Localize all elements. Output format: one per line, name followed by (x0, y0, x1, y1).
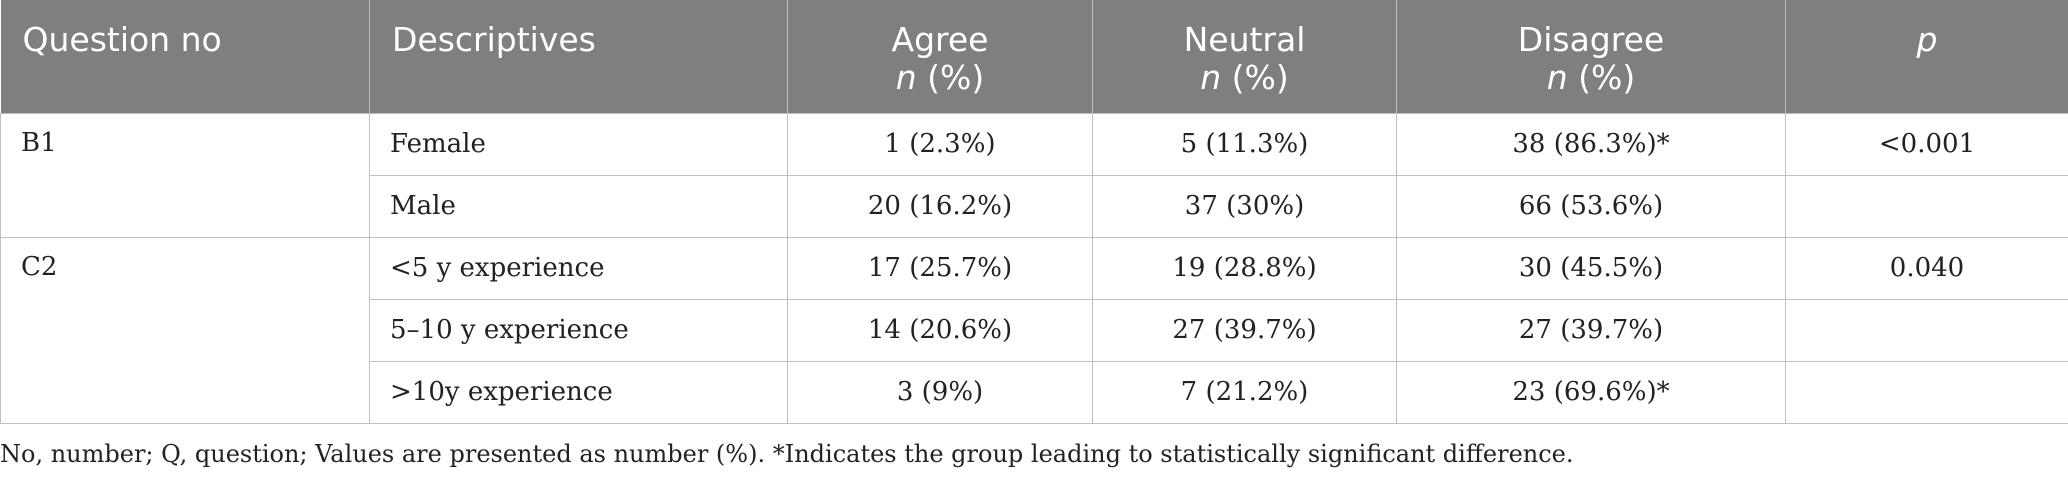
neutral-cell: 7 (21.2%) (1092, 361, 1397, 424)
table-row: 5–10 y experience 14 (20.6%) 27 (39.7%) … (1, 299, 2068, 362)
agree-cell: 1 (2.3%) (787, 113, 1093, 176)
p-value-cell (1785, 175, 2068, 238)
p-value-cell (1785, 361, 2068, 424)
table-footnote: No, number; Q, question; Values are pres… (0, 440, 1574, 468)
p-value-cell: <0.001 (1785, 113, 2068, 176)
neutral-cell: 37 (30%) (1092, 175, 1397, 238)
disagree-cell: 23 (69.6%)* (1396, 361, 1786, 424)
agree-cell: 17 (25.7%) (787, 237, 1093, 300)
descriptive-cell: 5–10 y experience (369, 299, 788, 362)
header-agree-unit: n (%) (810, 59, 1070, 97)
header-row: Question no Descriptives Agree n (%) Neu… (0, 0, 2068, 114)
header-disagree: Disagree n (%) (1396, 0, 1786, 114)
descriptive-cell: Female (369, 113, 788, 176)
header-p: p (1785, 0, 2068, 114)
header-neutral-unit: n (%) (1115, 59, 1374, 97)
p-value-cell: 0.040 (1785, 237, 2068, 300)
header-neutral-label: Neutral (1183, 20, 1306, 59)
header-neutral-pct: (%) (1231, 58, 1289, 97)
header-agree: Agree n (%) (787, 0, 1093, 114)
descriptive-cell: Male (369, 175, 788, 238)
disagree-cell: 38 (86.3%)* (1396, 113, 1786, 176)
header-agree-label: Agree (891, 20, 989, 59)
header-agree-n: n (895, 58, 917, 97)
table-row: >10y experience 3 (9%) 7 (21.2%) 23 (69.… (1, 361, 2068, 424)
disagree-cell: 66 (53.6%) (1396, 175, 1786, 238)
agree-cell: 14 (20.6%) (787, 299, 1093, 362)
descriptive-cell: >10y experience (369, 361, 788, 424)
header-neutral: Neutral n (%) (1092, 0, 1397, 114)
header-descriptives: Descriptives (369, 0, 788, 114)
header-disagree-pct: (%) (1578, 58, 1636, 97)
question-cell-c2: C2 (0, 237, 370, 424)
header-question-no: Question no (0, 0, 370, 114)
header-disagree-unit: n (%) (1419, 59, 1763, 97)
table-row: Male 20 (16.2%) 37 (30%) 66 (53.6%) (1, 175, 2068, 238)
results-table: Question no Descriptives Agree n (%) Neu… (0, 0, 2068, 424)
header-neutral-n: n (1200, 58, 1222, 97)
p-value-cell (1785, 299, 2068, 362)
table-body: B1 Female 1 (2.3%) 5 (11.3%) 38 (86.3%)*… (0, 113, 2068, 424)
header-disagree-label: Disagree (1517, 20, 1665, 59)
neutral-cell: 27 (39.7%) (1092, 299, 1397, 362)
neutral-cell: 5 (11.3%) (1092, 113, 1397, 176)
agree-cell: 3 (9%) (787, 361, 1093, 424)
table-row: B1 Female 1 (2.3%) 5 (11.3%) 38 (86.3%)*… (0, 113, 2068, 238)
question-cell-b1: B1 (0, 113, 370, 238)
neutral-cell: 19 (28.8%) (1092, 237, 1397, 300)
header-disagree-n: n (1546, 58, 1568, 97)
results-table-container: Question no Descriptives Agree n (%) Neu… (0, 0, 2068, 424)
header-agree-pct: (%) (927, 58, 985, 97)
disagree-cell: 27 (39.7%) (1396, 299, 1786, 362)
table-row: C2 <5 y experience 17 (25.7%) 19 (28.8%)… (0, 237, 2068, 424)
table-header: Question no Descriptives Agree n (%) Neu… (0, 0, 2068, 114)
header-p-label: p (1916, 20, 1938, 59)
descriptive-cell: <5 y experience (369, 237, 788, 300)
disagree-cell: 30 (45.5%) (1396, 237, 1786, 300)
agree-cell: 20 (16.2%) (787, 175, 1093, 238)
